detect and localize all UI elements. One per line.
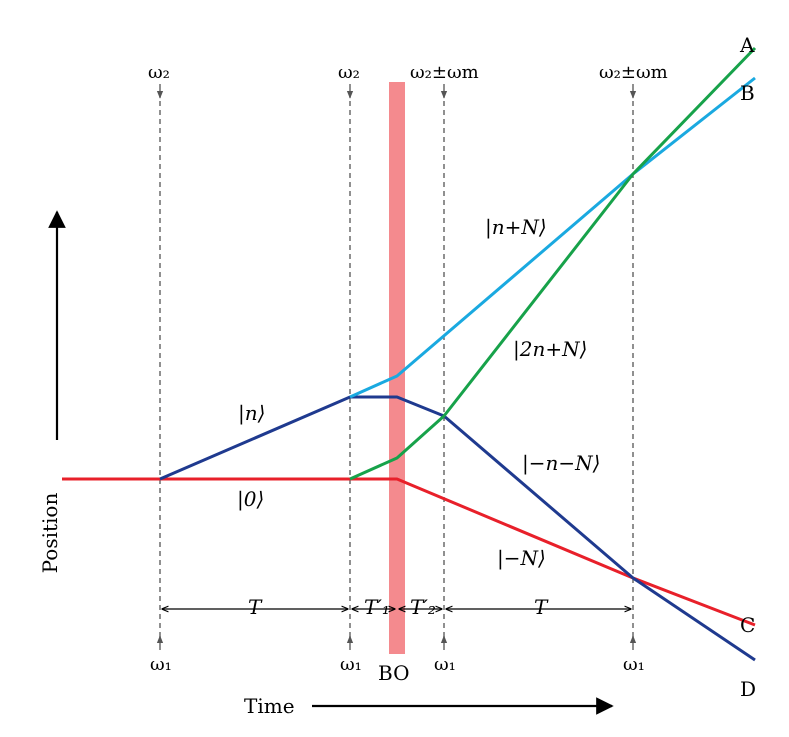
end-label-B: B xyxy=(740,81,755,105)
trajectory-green xyxy=(349,46,757,481)
trajectory-dark-blue xyxy=(159,395,756,662)
interval-label-T1p: T′₁ xyxy=(364,595,390,619)
bo-label: BO xyxy=(378,661,409,685)
axes xyxy=(48,210,614,715)
end-label-A: A xyxy=(739,33,755,57)
pulse-arrows xyxy=(156,84,637,650)
state-label-minus-n-minus-N: |−n−N⟩ xyxy=(522,451,600,476)
end-label-D: D xyxy=(740,677,756,701)
bottom-pulse-label-4: ω₁ xyxy=(623,654,645,675)
end-label-C: C xyxy=(740,613,755,637)
bottom-pulse-label-3: ω₁ xyxy=(434,654,456,675)
interval-label-T2: T xyxy=(534,595,549,619)
trajectories xyxy=(62,46,757,662)
interval-label-T1: T xyxy=(248,595,263,619)
top-pulse-label-1: ω₂ xyxy=(148,62,170,83)
trajectory-red xyxy=(62,477,756,627)
bottom-pulse-label-1: ω₁ xyxy=(150,654,172,675)
state-label-n: |n⟩ xyxy=(238,401,265,426)
pulse-lines xyxy=(159,92,634,642)
state-label-2n-plus-N: |2n+N⟩ xyxy=(513,337,587,362)
state-label-n-plus-N: |n+N⟩ xyxy=(485,215,547,240)
top-pulse-label-2: ω₂ xyxy=(338,62,360,83)
y-axis-label: Position xyxy=(38,493,62,574)
bottom-pulse-label-2: ω₁ xyxy=(340,654,362,675)
trajectory-light-blue xyxy=(349,76,756,399)
top-pulse-label-3: ω₂±ωm xyxy=(410,62,479,83)
top-pulse-label-4: ω₂±ωm xyxy=(599,62,668,83)
bloch-oscillation-band xyxy=(389,82,405,654)
interval-label-T2p: T′₂ xyxy=(410,595,436,619)
state-label-minus-N: |−N⟩ xyxy=(497,546,546,571)
state-label-zero: |0⟩ xyxy=(237,487,264,512)
x-axis-label: Time xyxy=(244,694,295,718)
